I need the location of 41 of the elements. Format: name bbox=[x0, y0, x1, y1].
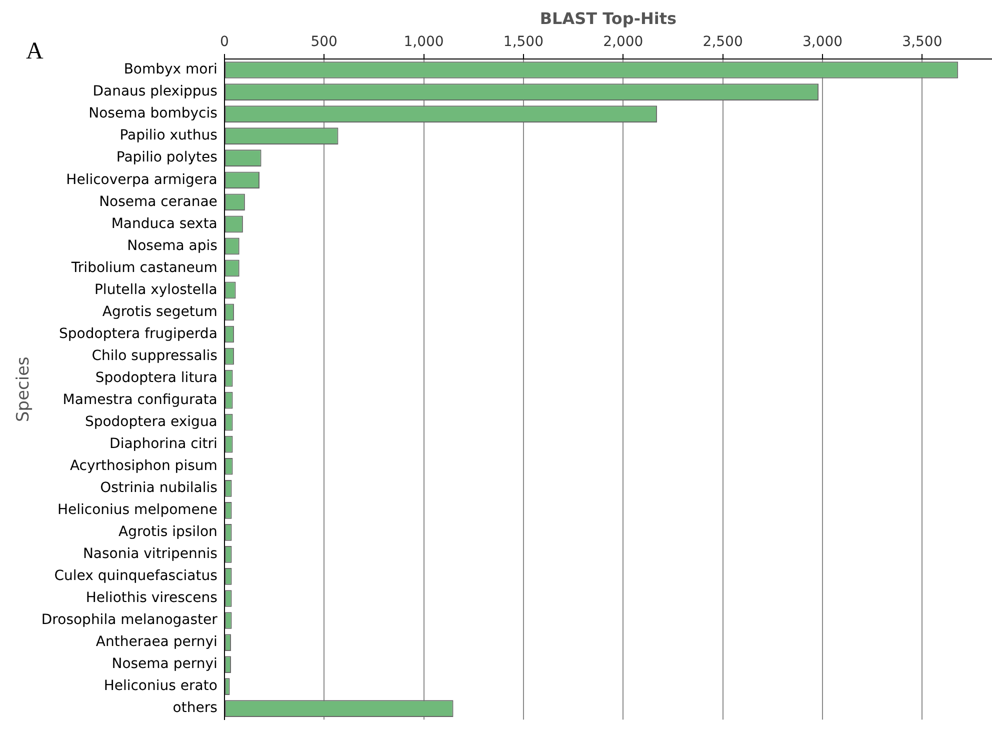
x-tick-label: 3,000 bbox=[802, 34, 843, 50]
x-axis-title: BLAST Top-Hits bbox=[540, 8, 677, 28]
x-tick-label: 500 bbox=[310, 34, 338, 50]
y-tick-label: Antheraea pernyi bbox=[96, 634, 218, 650]
x-tick-label: 3,500 bbox=[902, 34, 942, 50]
y-tick-label: Plutella xylostella bbox=[94, 282, 218, 298]
y-tick-label: Bombyx mori bbox=[124, 62, 218, 78]
y-tick-label: Manduca sexta bbox=[111, 216, 218, 232]
y-tick-label: Mamestra configurata bbox=[62, 392, 218, 408]
x-tick-label: 0 bbox=[220, 34, 229, 50]
x-tick-label: 2,500 bbox=[702, 34, 743, 50]
x-tick-label: 2,000 bbox=[603, 34, 644, 50]
y-tick-label: Papilio polytes bbox=[116, 150, 218, 166]
y-tick-label: Culex quinquefasciatus bbox=[54, 568, 218, 584]
y-tick-label: Tribolium castaneum bbox=[70, 260, 218, 276]
y-tick-label: Spodoptera frugiperda bbox=[59, 326, 218, 342]
y-tick-label: Drosophila melanogaster bbox=[41, 612, 218, 628]
y-tick-label: Helicoverpa armigera bbox=[66, 172, 218, 188]
y-tick-label: Heliconius erato bbox=[104, 678, 218, 694]
y-tick-label: Danaus plexippus bbox=[92, 84, 218, 100]
y-tick-label: Heliothis virescens bbox=[86, 590, 218, 606]
y-tick-label: Chilo suppressalis bbox=[92, 348, 218, 364]
y-tick-label: Heliconius melpomene bbox=[57, 502, 218, 518]
text: A bbox=[26, 38, 44, 64]
x-tick-label: 1,000 bbox=[404, 34, 444, 50]
y-tick-label: Ostrinia nubilalis bbox=[100, 480, 218, 496]
y-tick-label: Nosema apis bbox=[127, 238, 218, 254]
y-tick-label: Papilio xuthus bbox=[120, 128, 218, 144]
y-tick-label: Acyrthosiphon pisum bbox=[70, 458, 218, 474]
y-tick-label: others bbox=[172, 700, 218, 716]
y-axis-title: Species bbox=[14, 356, 34, 422]
y-tick-label: Nosema pernyi bbox=[112, 656, 218, 672]
y-tick-label: Nosema bombycis bbox=[88, 106, 218, 122]
y-tick-label: Nasonia vitripennis bbox=[82, 546, 218, 562]
y-tick-label: Agrotis segetum bbox=[102, 304, 218, 320]
y-tick-label: Spodoptera litura bbox=[95, 370, 218, 386]
y-tick-label: Spodoptera exigua bbox=[84, 414, 218, 430]
y-tick-label: Diaphorina citri bbox=[110, 436, 218, 452]
y-tick-label: Nosema ceranae bbox=[99, 194, 218, 210]
x-tick-label: 1,500 bbox=[503, 34, 544, 50]
y-tick-label: Agrotis ipsilon bbox=[118, 524, 218, 540]
